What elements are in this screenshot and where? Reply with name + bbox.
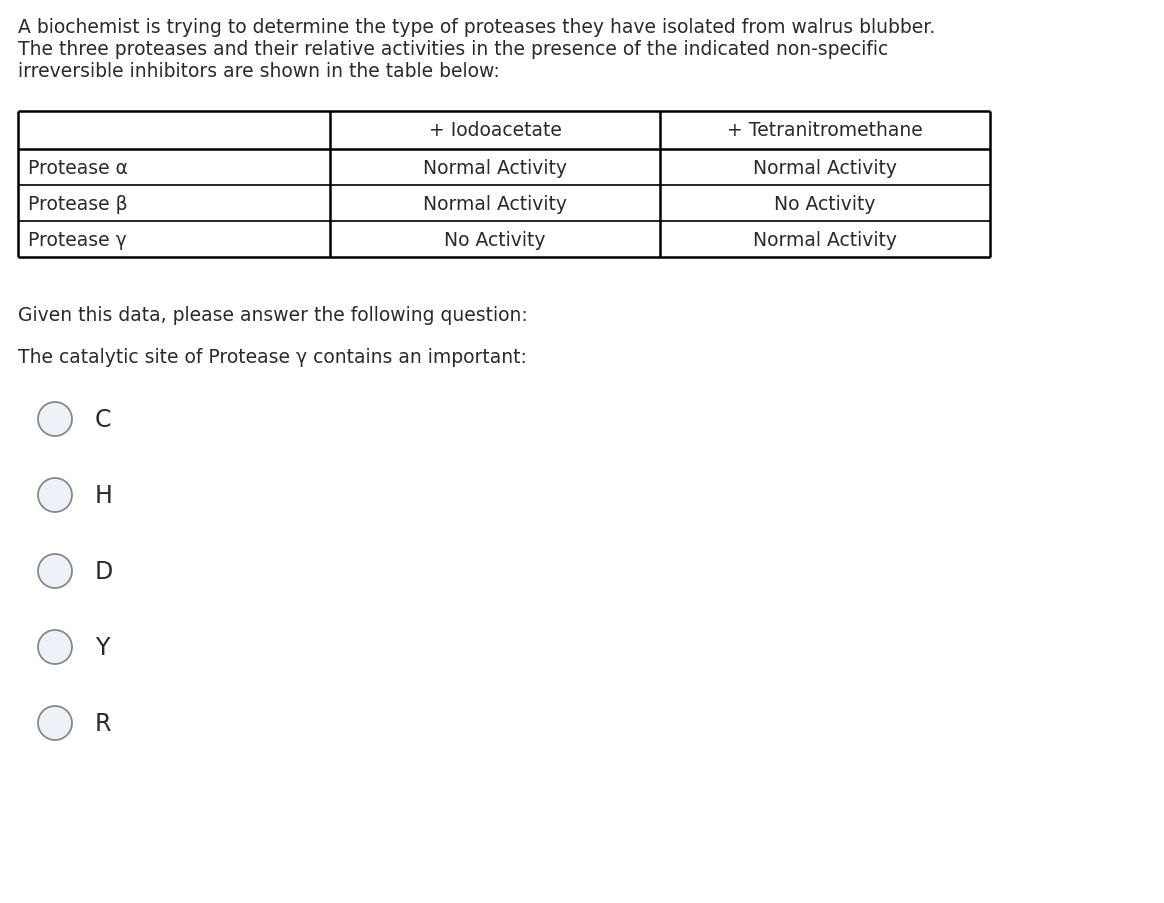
Text: Normal Activity: Normal Activity: [423, 194, 567, 213]
Text: + Iodoacetate: + Iodoacetate: [428, 121, 561, 140]
Ellipse shape: [38, 630, 72, 665]
Text: Given this data, please answer the following question:: Given this data, please answer the follo…: [17, 305, 527, 325]
Text: Normal Activity: Normal Activity: [753, 158, 897, 177]
Text: Normal Activity: Normal Activity: [423, 158, 567, 177]
Text: Y: Y: [95, 636, 109, 659]
Text: irreversible inhibitors are shown in the table below:: irreversible inhibitors are shown in the…: [17, 62, 499, 81]
Text: Protease β: Protease β: [28, 194, 128, 213]
Text: Protease γ: Protease γ: [28, 230, 127, 249]
Text: No Activity: No Activity: [445, 230, 546, 249]
Text: A biochemist is trying to determine the type of proteases they have isolated fro: A biochemist is trying to determine the …: [17, 18, 935, 37]
Text: R: R: [95, 712, 112, 735]
Text: C: C: [95, 407, 112, 432]
Text: + Tetranitromethane: + Tetranitromethane: [728, 121, 923, 140]
Ellipse shape: [38, 554, 72, 589]
Text: No Activity: No Activity: [774, 194, 875, 213]
Text: Protease α: Protease α: [28, 158, 128, 177]
Ellipse shape: [38, 479, 72, 512]
Text: The catalytic site of Protease γ contains an important:: The catalytic site of Protease γ contain…: [17, 348, 527, 367]
Ellipse shape: [38, 403, 72, 436]
Text: Normal Activity: Normal Activity: [753, 230, 897, 249]
Text: The three proteases and their relative activities in the presence of the indicat: The three proteases and their relative a…: [17, 40, 888, 59]
Ellipse shape: [38, 706, 72, 740]
Text: D: D: [95, 559, 113, 583]
Text: H: H: [95, 483, 113, 507]
